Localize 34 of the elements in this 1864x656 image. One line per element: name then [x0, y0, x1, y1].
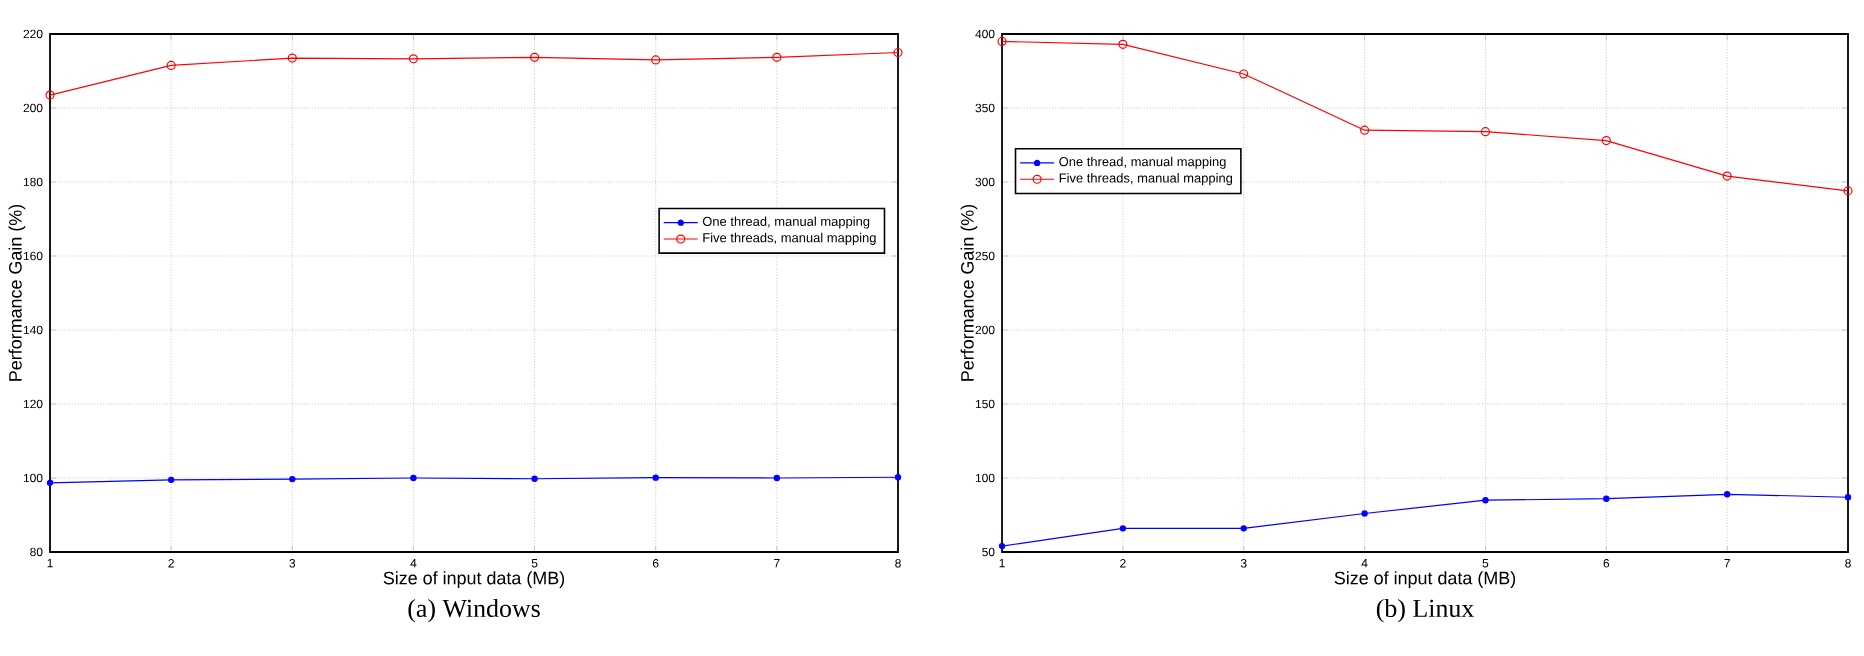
point [46, 479, 54, 486]
point [998, 542, 1006, 550]
point [167, 476, 175, 484]
text: (a) Windows [408, 598, 540, 623]
point [287, 53, 297, 63]
x-axis-title: Size of input data (MB) [383, 571, 565, 588]
point [652, 474, 659, 481]
point [1361, 510, 1368, 517]
point [1722, 171, 1732, 181]
point [1482, 497, 1489, 504]
y-axis-title: Performance Gain (%) [960, 204, 978, 381]
point [1603, 495, 1610, 502]
point [1239, 69, 1249, 79]
point [166, 60, 176, 71]
point [289, 475, 296, 483]
point [1360, 125, 1370, 135]
point [1119, 525, 1127, 532]
x-axis-title: Size of input data (MB) [1334, 571, 1516, 588]
point [1723, 491, 1731, 498]
point [531, 475, 538, 482]
point [408, 54, 419, 64]
text: (b) Linux [1376, 598, 1474, 623]
y-axis-title: Performance Gain (%) [8, 204, 26, 381]
point [1480, 127, 1491, 137]
point [529, 52, 540, 62]
point [651, 55, 661, 65]
point [1601, 135, 1611, 146]
point [894, 474, 902, 481]
point [410, 474, 417, 482]
point [773, 474, 781, 482]
point [772, 52, 782, 62]
point [1844, 494, 1852, 501]
point [1118, 39, 1128, 49]
point [1240, 525, 1247, 532]
